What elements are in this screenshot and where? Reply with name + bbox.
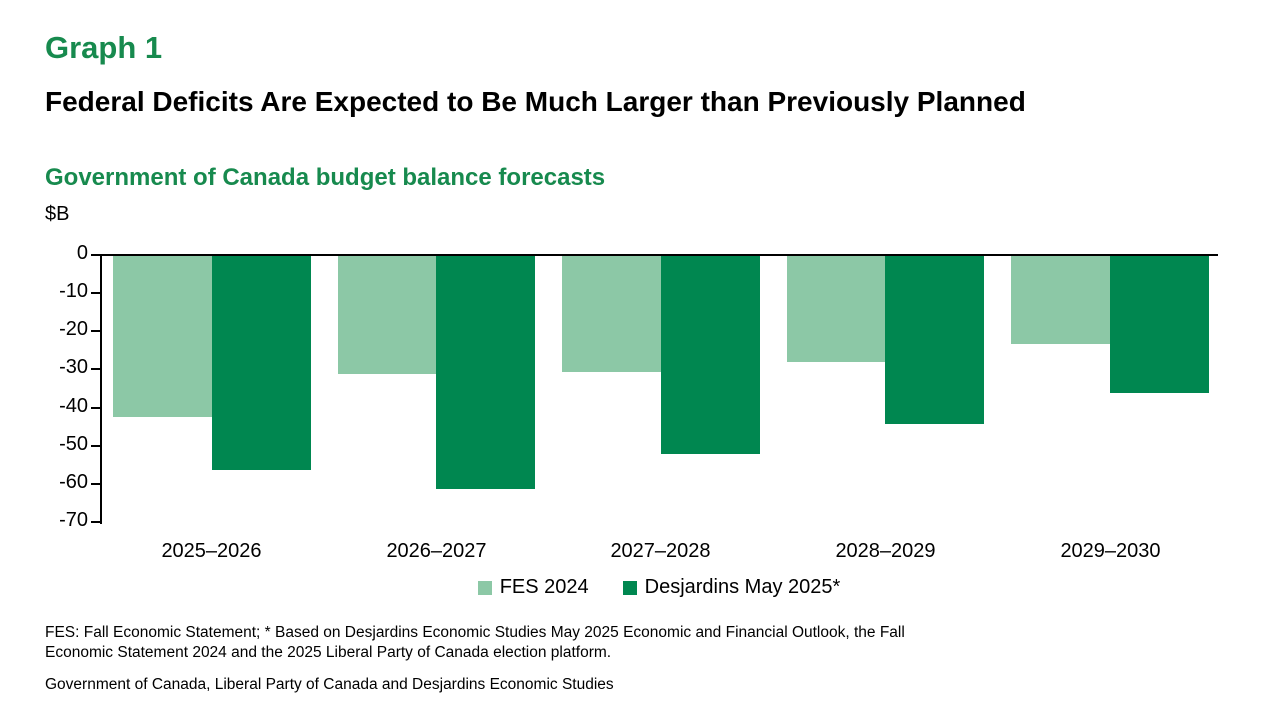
y-axis-unit-label: $B [45, 203, 70, 225]
y-axis-tick-mark [91, 521, 101, 523]
bar-fes-2024-2028-2029 [787, 256, 886, 362]
y-axis-tick-mark [91, 330, 101, 333]
y-axis-tick-mark [91, 406, 101, 409]
legend-label: Desjardins May 2025* [644, 576, 841, 598]
y-axis-tick-label: -70 [59, 509, 88, 531]
bar-fes-2024-2029-2030 [1011, 256, 1110, 344]
bar-fes-2024-2027-2028 [562, 256, 661, 372]
y-axis-tick-label: -30 [59, 356, 88, 379]
y-axis-tick-mark [91, 254, 101, 256]
y-axis-tick-mark [91, 368, 101, 371]
y-axis-tick-mark [91, 482, 101, 485]
y-axis-tick-label: -20 [59, 318, 88, 341]
chart-legend: FES 2024 Desjardins May 2025* [100, 576, 1218, 599]
x-axis-category-label: 2028–2029 [835, 540, 936, 562]
chart-subtitle: Government of Canada budget balance fore… [45, 164, 606, 191]
bar-fes-2024-2026-2027 [338, 256, 437, 374]
bar-desjardins-may-2025--2029-2030 [1110, 256, 1209, 393]
y-axis-tick-label: -50 [59, 432, 88, 455]
bar-desjardins-may-2025--2027-2028 [661, 256, 760, 454]
legend-item: FES 2024 [477, 576, 589, 599]
graph-number-label: Graph 1 [45, 30, 163, 65]
bar-desjardins-may-2025--2026-2027 [436, 256, 535, 489]
y-axis-tick-label: -60 [59, 470, 88, 493]
y-axis-tick-mark [91, 292, 101, 295]
y-axis-tick-label: -10 [59, 280, 88, 303]
legend-item: Desjardins May 2025* [622, 576, 841, 599]
legend-swatch-icon [622, 580, 637, 595]
x-axis-category-label: 2025–2026 [161, 540, 262, 562]
bar-desjardins-may-2025--2025-2026 [212, 256, 311, 470]
footnote-text: FES: Fall Economic Statement; * Based on… [45, 624, 905, 661]
x-axis-category-label: 2027–2028 [610, 540, 711, 562]
x-axis-category-label: 2026–2027 [386, 540, 487, 562]
zero-baseline [100, 254, 1218, 256]
bar-fes-2024-2025-2026 [113, 256, 212, 417]
y-axis-line [100, 255, 102, 524]
legend-swatch-icon [477, 580, 492, 595]
y-axis-tick-label: -40 [59, 394, 88, 417]
x-axis-category-label: 2029–2030 [1060, 540, 1161, 562]
legend-label: FES 2024 [499, 576, 589, 598]
bar-desjardins-may-2025--2028-2029 [885, 256, 984, 424]
y-axis-tick-label: 0 [76, 242, 88, 264]
chart-title: Federal Deficits Are Expected to Be Much… [45, 86, 1026, 117]
y-axis-tick-mark [91, 444, 101, 447]
source-text: Government of Canada, Liberal Party of C… [45, 676, 614, 693]
